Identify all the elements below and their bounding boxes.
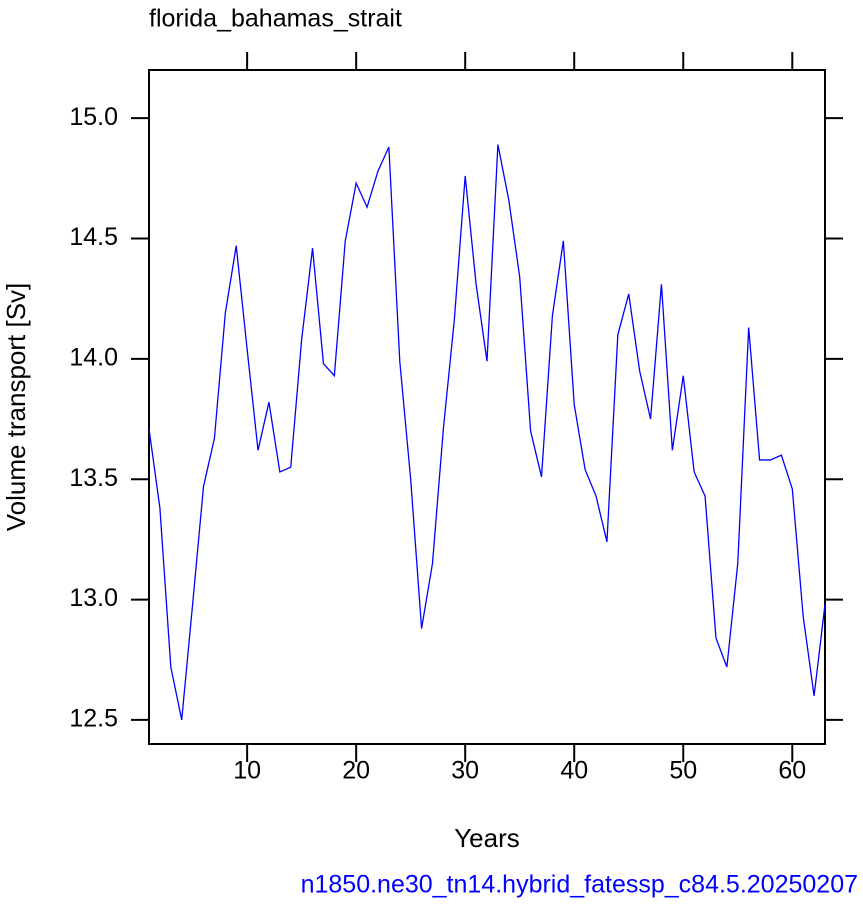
- x-axis-label: Years: [454, 823, 520, 853]
- plot-frame: [148, 69, 826, 745]
- y-tick-label: 13.0: [69, 584, 118, 612]
- chart-title: florida_bahamas_strait: [149, 5, 402, 33]
- y-tick-label: 13.5: [69, 464, 118, 492]
- y-tick-label: 15.0: [69, 103, 118, 131]
- caption: n1850.ne30_tn14.hybrid_fatessp_c84.5.202…: [301, 871, 858, 899]
- y-tick-label: 14.0: [69, 343, 118, 371]
- data-line: [148, 144, 826, 721]
- y-axis-label: Volume transport [Sv]: [1, 283, 31, 532]
- y-tick-label: 14.5: [69, 223, 118, 251]
- y-tick-label: 12.5: [69, 705, 118, 733]
